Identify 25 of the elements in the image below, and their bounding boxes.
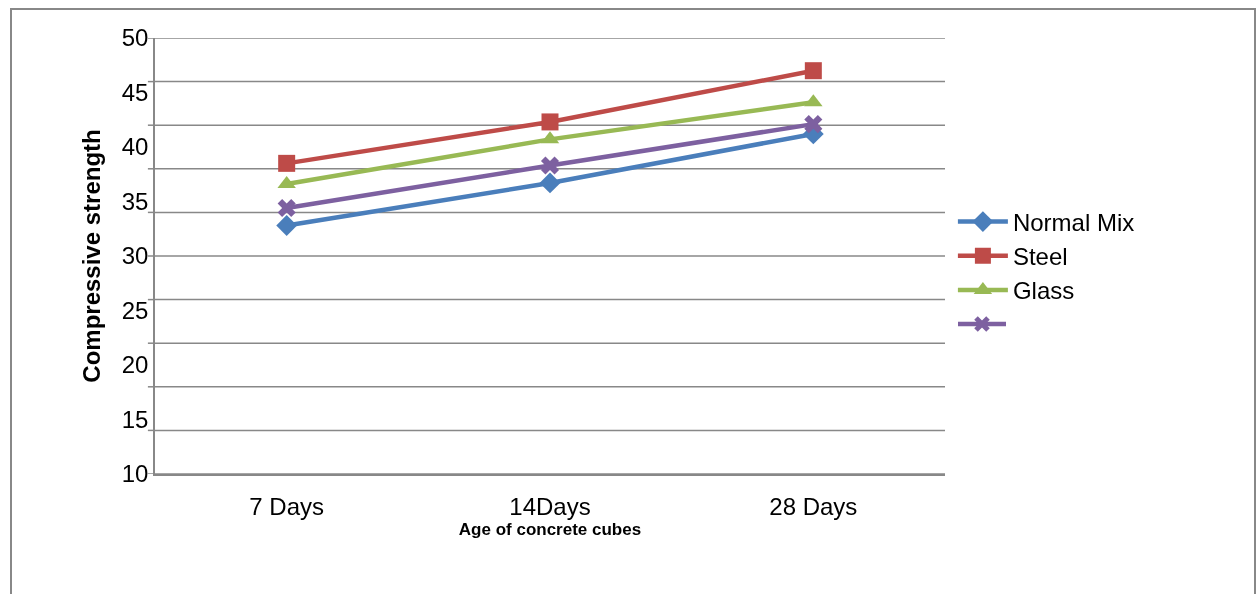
y-tick-label: 10 bbox=[121, 460, 149, 488]
x-tick-label: 14Days bbox=[509, 492, 591, 520]
x-axis-title: Age of concrete cubes bbox=[458, 519, 642, 539]
point bbox=[541, 113, 559, 131]
y-tick-label: 30 bbox=[121, 242, 149, 270]
legend-label: Steel bbox=[1012, 243, 1068, 271]
y-axis-title: Compressive strength bbox=[78, 129, 106, 383]
point bbox=[276, 215, 298, 236]
point bbox=[804, 62, 822, 80]
point bbox=[539, 172, 561, 194]
point bbox=[277, 198, 296, 218]
y-tick-label: 35 bbox=[121, 187, 149, 215]
y-tick-label: 15 bbox=[121, 405, 149, 433]
y-tick-label: 25 bbox=[121, 296, 149, 324]
y-tick-label: 20 bbox=[121, 351, 149, 379]
x-tick-label: 7 Days bbox=[249, 492, 325, 520]
y-tick-label: 40 bbox=[121, 133, 149, 161]
y-tick-label: 50 bbox=[121, 24, 149, 52]
point bbox=[278, 154, 296, 172]
y-tick-label: 45 bbox=[121, 78, 149, 106]
legend-label: Normal Mix bbox=[1012, 208, 1135, 236]
legend-label: Glass bbox=[1012, 277, 1075, 305]
x-tick-label: 28 Days bbox=[769, 492, 858, 520]
point bbox=[804, 115, 823, 134]
point bbox=[540, 156, 560, 175]
